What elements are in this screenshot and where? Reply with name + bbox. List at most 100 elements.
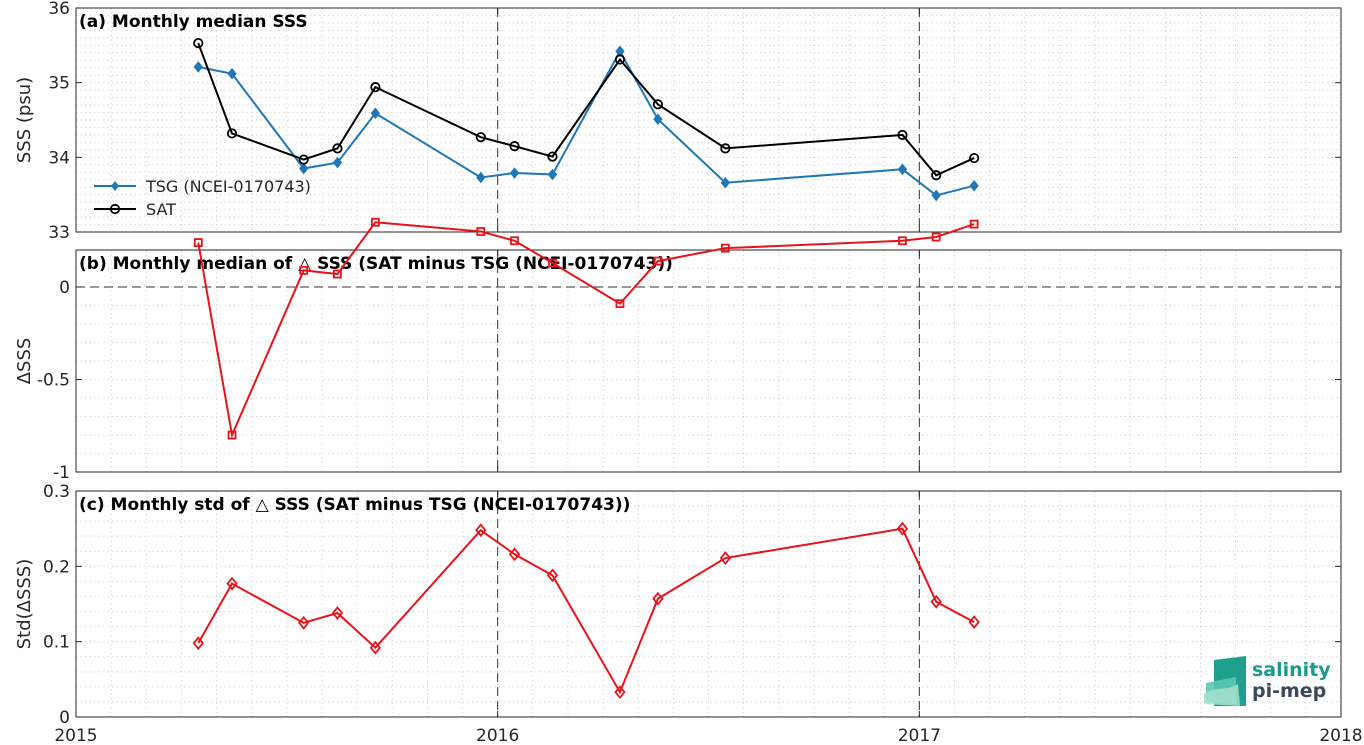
data-point: [897, 129, 908, 141]
y-tick-label: 0: [59, 278, 70, 298]
data-point: [548, 258, 557, 268]
data-point: [969, 152, 980, 164]
data-point: [299, 265, 309, 275]
series-line: [197, 221, 975, 439]
data-point: [475, 132, 486, 143]
data-point: [720, 143, 731, 154]
data-point: [653, 256, 663, 266]
data-point: [931, 170, 942, 181]
data-point: [193, 238, 203, 248]
data-point: [509, 167, 520, 179]
data-point: [476, 227, 486, 236]
data-point: [333, 269, 342, 279]
panel-title: (b) Monthly median of △ SSS (SAT minus T…: [79, 254, 673, 274]
data-point: [193, 37, 204, 49]
data-point: [370, 217, 380, 227]
data-point: [226, 128, 238, 139]
series-line: [197, 42, 975, 177]
data-point: [510, 236, 519, 246]
data-point: [720, 176, 731, 189]
data-point: [897, 163, 908, 176]
y-tick-label: 0.3: [43, 482, 70, 502]
legend-label: SAT: [146, 200, 176, 219]
series-1: [193, 37, 980, 181]
data-point: [226, 576, 238, 591]
y-axis-label: ΔSSS: [14, 338, 35, 385]
legend-label: TSG (NCEI-0170743): [145, 177, 311, 196]
data-point: [615, 45, 625, 58]
data-point: [896, 521, 909, 536]
data-point: [508, 547, 521, 562]
data-point: [930, 594, 942, 609]
y-axis-label: Std(ΔSSS): [14, 559, 35, 650]
data-point: [898, 236, 907, 246]
legend: TSG (NCEI-0170743) SAT: [94, 177, 311, 219]
data-point: [227, 67, 237, 80]
data-point: [969, 179, 979, 192]
axes-frame: [75, 490, 1342, 718]
x-tick-label: 2017: [898, 726, 941, 745]
y-tick-label: 0.1: [43, 633, 70, 653]
data-point: [968, 615, 980, 630]
y-tick-label: -0.5: [37, 371, 70, 391]
series-0: [193, 217, 979, 440]
panel-title: (c) Monthly std of △ SSS (SAT minus TSG …: [79, 495, 630, 515]
data-point: [332, 156, 343, 169]
y-tick-label: 0.2: [43, 557, 70, 577]
data-point: [370, 107, 381, 120]
panel-b-median-delta-sss: -1 -0.5 0 ΔSSS (b) Monthly median of △ SSS (…: [14, 217, 1342, 483]
salinity-pi-mep-logo: salinity pi-mep: [1204, 656, 1331, 706]
data-point: [475, 523, 487, 538]
data-point: [547, 151, 558, 162]
y-tick-label: 0: [59, 708, 70, 728]
data-point: [653, 113, 663, 126]
data-point: [509, 141, 520, 152]
data-point: [546, 568, 559, 583]
grid-lines: [76, 8, 1341, 232]
data-point: [227, 430, 237, 440]
grid-lines: [76, 491, 1341, 717]
legend-marker: [111, 181, 119, 191]
y-tick-label: 36: [48, 0, 70, 19]
panel-c-std-delta-sss: 0 0.1 0.2 0.3 2015 2016 2017 2018 Std(ΔSSS) (c) M…: [14, 482, 1363, 745]
y-tick-label: -1: [53, 463, 70, 483]
data-point: [652, 99, 664, 110]
data-point: [370, 82, 381, 93]
data-point: [192, 636, 204, 651]
y-tick-label: 35: [48, 74, 70, 94]
panel-title: (a) Monthly median SSS: [79, 12, 308, 32]
data-point: [720, 243, 730, 253]
axes-frame: [75, 7, 1342, 233]
data-point: [299, 162, 309, 175]
logo-text-line1: salinity: [1252, 659, 1331, 681]
x-tick-label: 2015: [54, 726, 97, 745]
data-point: [298, 615, 310, 630]
logo-text-line2: pi-mep: [1252, 680, 1326, 702]
data-point: [476, 171, 486, 184]
data-point: [615, 299, 625, 309]
data-point: [614, 685, 626, 700]
x-tick-label: 2018: [1319, 726, 1362, 745]
data-point: [547, 168, 558, 181]
data-point: [614, 54, 626, 65]
series-0: [193, 45, 979, 202]
legend-marker: [109, 203, 121, 215]
y-tick-label: 34: [48, 148, 70, 168]
data-point: [969, 219, 979, 229]
series-line: [198, 49, 975, 197]
data-point: [369, 640, 382, 655]
y-axis-label: SSS (psu): [14, 77, 35, 163]
data-point: [193, 61, 203, 73]
series-0: [192, 521, 980, 700]
x-tick-label: 2016: [476, 726, 519, 745]
data-point: [331, 606, 344, 620]
data-point: [719, 551, 732, 565]
data-point: [652, 591, 664, 606]
series-line: [197, 527, 975, 695]
data-point: [298, 154, 309, 165]
data-point: [931, 232, 941, 242]
logo-wave-icon: [1204, 656, 1246, 706]
data-point: [931, 189, 941, 202]
y-tick-label: 33: [48, 223, 70, 243]
